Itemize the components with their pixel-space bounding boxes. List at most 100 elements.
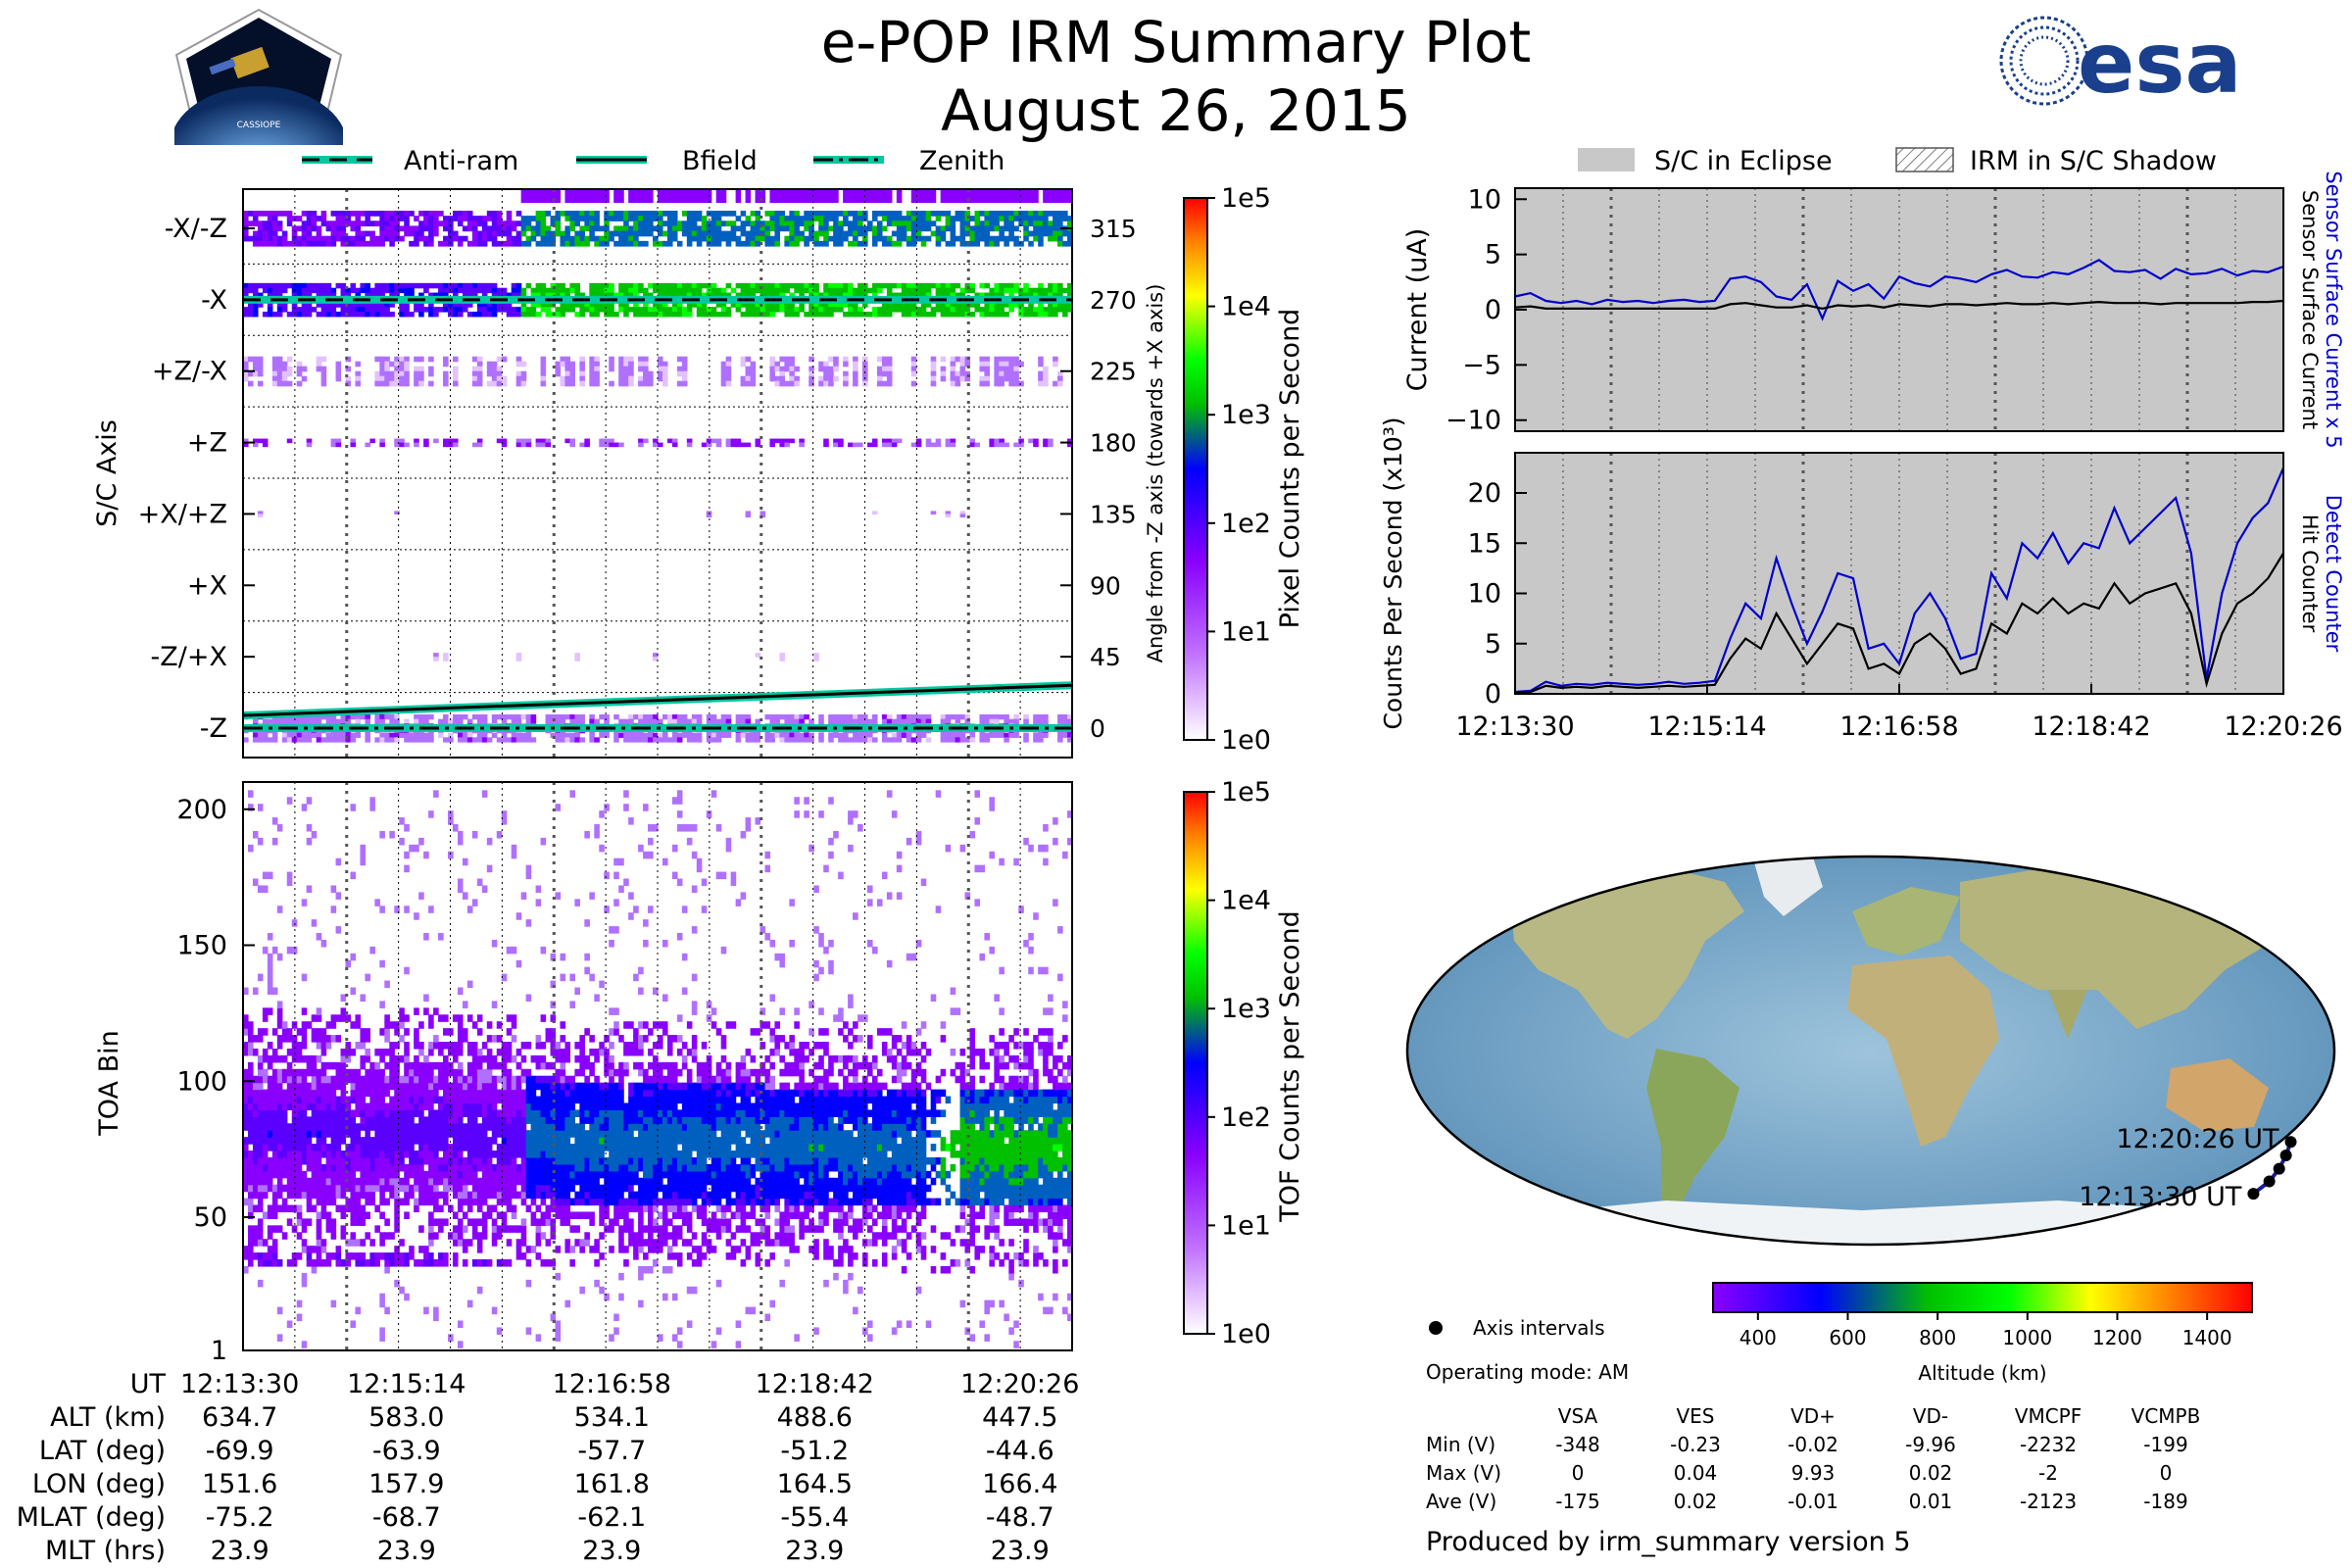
heat-cell — [365, 1082, 370, 1091]
heat-cell — [340, 1130, 347, 1138]
heat-cell — [462, 1109, 468, 1117]
heat-cell — [414, 1123, 419, 1131]
heat-cell — [471, 1191, 478, 1200]
heat-cell — [428, 1102, 434, 1111]
heat-cell — [858, 307, 863, 313]
heat-cell — [779, 307, 785, 313]
heat-cell — [613, 737, 619, 743]
heat-cell — [866, 718, 873, 724]
heat-cell — [769, 442, 776, 448]
heat-cell — [515, 657, 522, 662]
heat-cell — [374, 1082, 380, 1091]
heat-cell — [443, 1068, 449, 1077]
heat-cell — [257, 1239, 264, 1247]
heat-cell — [443, 216, 449, 221]
heat-cell — [335, 1177, 342, 1186]
heat-cell — [379, 1075, 385, 1084]
heat-cell — [1048, 189, 1054, 203]
heat-cell — [1043, 307, 1049, 313]
heat-cell — [247, 1068, 254, 1077]
heat-cell — [735, 189, 742, 203]
heat-cell — [320, 1042, 327, 1050]
heat-cell — [501, 380, 508, 387]
heat-cell — [574, 653, 580, 658]
heat-cell — [301, 1054, 308, 1063]
heat-cell — [989, 287, 995, 294]
heat-cell — [457, 312, 464, 318]
heat-cell — [604, 220, 610, 227]
heat-cell — [355, 714, 362, 720]
heat-cell — [404, 442, 410, 448]
heat-cell — [681, 370, 688, 377]
heat-cell — [974, 189, 981, 203]
heat-cell — [915, 211, 922, 217]
heat-cell — [443, 235, 449, 242]
heat-cell — [564, 287, 571, 294]
heat-cell — [350, 1089, 357, 1098]
heat-cell — [823, 438, 829, 444]
heat-cell — [579, 380, 585, 387]
heat-cell — [330, 220, 337, 227]
heat-cell — [257, 438, 264, 444]
heat-cell — [438, 287, 444, 294]
heat-cell — [1008, 302, 1014, 308]
heat-cell — [428, 906, 434, 913]
heat-cell — [1038, 375, 1044, 382]
heat-cell — [1028, 312, 1034, 318]
heat-cell — [945, 714, 952, 720]
heat-cell — [940, 366, 947, 372]
heat-cell — [409, 312, 415, 318]
heat-cell — [457, 235, 464, 242]
heat-cell — [262, 1096, 269, 1104]
heat-cell — [360, 240, 367, 247]
heat-cell — [452, 1048, 459, 1056]
heat-cell — [725, 312, 732, 318]
heat-cell — [471, 442, 478, 448]
heat-cell — [511, 732, 517, 738]
heat-cell — [271, 737, 278, 743]
heat-cell — [901, 220, 907, 227]
heat-cell — [789, 282, 795, 289]
heat-cell — [306, 1130, 313, 1138]
heat-cell — [535, 442, 542, 448]
heat-cell — [462, 216, 468, 221]
heat-cell — [350, 1021, 357, 1029]
heat-cell — [379, 1156, 385, 1165]
heat-cell — [994, 356, 1000, 363]
colorbar-tick-label: 1e5 — [1221, 183, 1271, 214]
heat-cell — [306, 287, 313, 294]
heat-cell — [443, 438, 449, 444]
heat-cell — [316, 1191, 322, 1200]
heat-cell — [764, 240, 771, 247]
heat-cell — [325, 1218, 332, 1226]
heat-cell — [750, 307, 757, 313]
heat-cell — [784, 312, 790, 318]
heat-cell — [648, 370, 654, 377]
heat-cell — [394, 1061, 400, 1070]
heat-cell — [915, 312, 922, 318]
heat-cell — [1048, 312, 1054, 318]
heat-cell — [355, 1198, 362, 1206]
heat-cell — [335, 1246, 342, 1253]
heat-cell — [316, 714, 322, 720]
heat-cell — [462, 307, 468, 313]
heat-cell — [325, 1144, 332, 1152]
heat-cell — [414, 718, 419, 724]
heat-cell — [994, 312, 1000, 318]
heat-cell — [959, 737, 966, 743]
heat-cell — [964, 189, 971, 203]
heat-cell — [833, 287, 839, 294]
heat-cell — [486, 1123, 493, 1131]
heat-cell — [969, 216, 976, 221]
heat-cell — [730, 438, 737, 444]
heat-cell — [267, 312, 273, 318]
heat-cell — [643, 356, 649, 363]
heat-cell — [394, 1151, 400, 1158]
heat-cell — [671, 220, 678, 227]
heat-cell — [691, 714, 698, 720]
heat-cell — [316, 1170, 322, 1179]
heat-cell — [360, 1028, 367, 1036]
heat-cell — [1048, 211, 1054, 217]
heat-cell — [379, 1252, 385, 1260]
heat-cell — [589, 732, 595, 738]
